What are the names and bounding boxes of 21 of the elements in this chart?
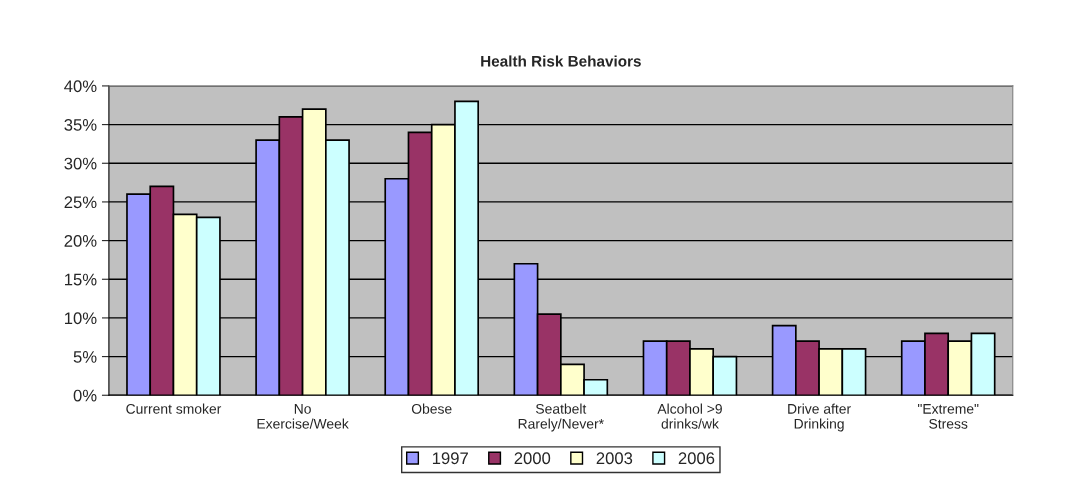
y-tick-label: 30%: [64, 157, 97, 170]
x-tick-label: Alcohol >9 drinks/wk: [657, 403, 722, 429]
x-tick-label: Seatbelt Rarely/Never*: [518, 403, 604, 432]
y-tick-label: 35%: [64, 118, 97, 131]
x-tick-label: "Extreme" Stress: [918, 404, 979, 429]
x-tick-label: Current smoker: [126, 403, 222, 414]
chart-title: Health Risk Behaviors: [481, 55, 641, 67]
legend-label: 2000: [514, 452, 551, 465]
legend-label: 2003: [596, 452, 633, 465]
y-tick-label: 20%: [64, 234, 97, 247]
x-tick-label: Obese: [411, 403, 452, 414]
legend-label: 1997: [432, 452, 468, 465]
x-tick-label: Drive after Drinking: [788, 403, 851, 432]
y-tick-label: 0%: [73, 389, 97, 402]
y-tick-label: 15%: [65, 273, 97, 286]
legend-label: 2006: [678, 452, 715, 465]
y-tick-label: 10%: [65, 312, 97, 325]
y-tick-label: 40%: [64, 80, 97, 93]
y-tick-label: 25%: [64, 196, 97, 209]
y-tick-label: 5%: [73, 351, 97, 363]
x-tick-label: No Exercise/Week: [257, 404, 349, 429]
